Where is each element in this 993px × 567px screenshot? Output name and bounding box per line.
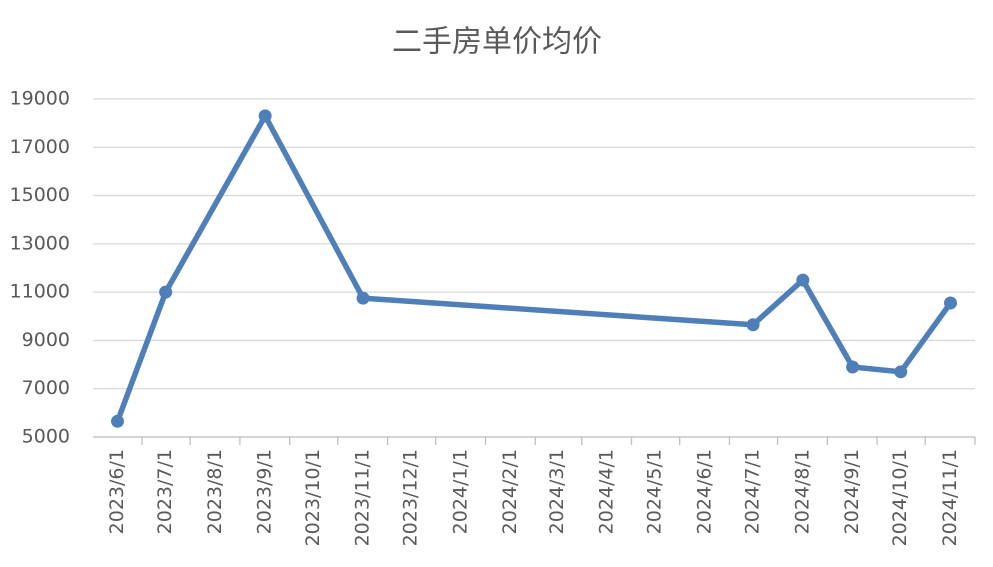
x-tick-label: 2024/10/1: [889, 449, 911, 546]
y-tick-label: 9000: [22, 329, 70, 351]
data-point: [894, 365, 908, 379]
x-tick-label: 2024/6/1: [693, 449, 715, 534]
chart-title: 二手房单价均价: [392, 25, 602, 60]
data-point: [159, 285, 173, 299]
x-tick-label: 2024/8/1: [791, 449, 813, 534]
x-tick-label: 2023/7/1: [154, 449, 176, 534]
data-point: [944, 296, 957, 310]
x-tick-label: 2024/11/1: [939, 449, 961, 546]
x-tick-label: 2023/11/1: [352, 449, 374, 546]
data-point: [746, 318, 760, 332]
data-point: [258, 109, 272, 123]
x-tick-label: 2024/2/1: [499, 449, 521, 534]
y-tick-label: 11000: [10, 281, 70, 303]
data-point: [356, 291, 370, 305]
x-tick-label: 2024/4/1: [596, 449, 618, 534]
x-tick-label: 2024/3/1: [546, 449, 568, 534]
x-tick-label: 2024/9/1: [841, 449, 863, 534]
x-tick-label: 2023/6/1: [106, 449, 128, 534]
y-tick-label: 15000: [10, 184, 70, 206]
x-tick-label: 2023/10/1: [302, 449, 324, 546]
data-point: [111, 414, 124, 428]
y-tick-label: 17000: [10, 136, 70, 158]
data-point: [846, 360, 860, 374]
x-tick-label: 2024/5/1: [644, 449, 666, 534]
x-tick-label: 2024/1/1: [449, 449, 471, 534]
x-tick-label: 2023/8/1: [204, 449, 226, 534]
x-tick-label: 2023/9/1: [254, 449, 276, 534]
y-tick-label: 19000: [10, 88, 70, 110]
y-tick-label: 13000: [10, 232, 70, 254]
x-tick-label: 2024/7/1: [742, 449, 764, 534]
y-tick-label: 7000: [22, 377, 70, 399]
data-point: [796, 273, 810, 287]
x-tick-label: 2023/12/1: [400, 449, 422, 546]
y-tick-label: 5000: [22, 426, 70, 448]
